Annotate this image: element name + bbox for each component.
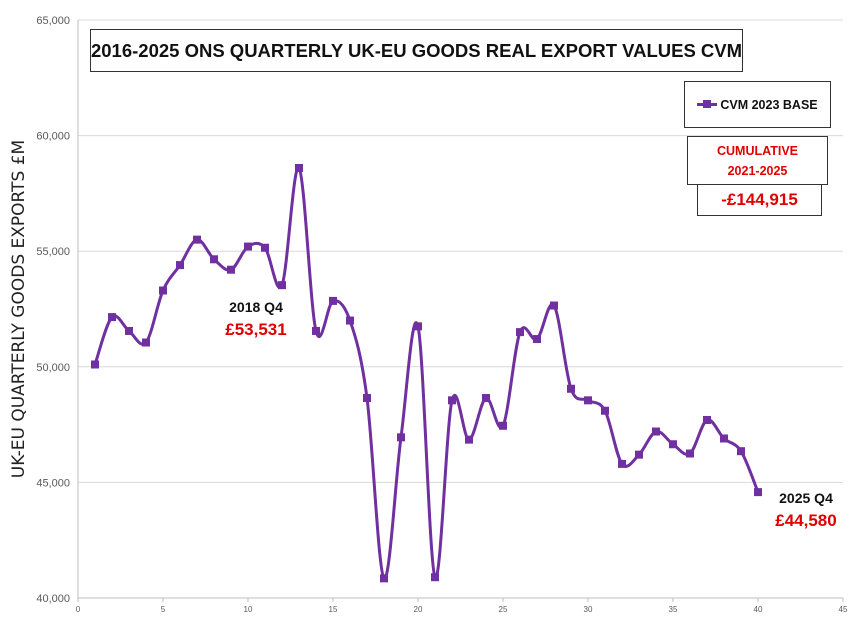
data-point-marker bbox=[482, 394, 490, 403]
data-point-marker bbox=[295, 163, 303, 172]
x-tick-labels: 0 5 10 15 20 25 30 35 40 45 bbox=[76, 605, 848, 614]
data-point-marker bbox=[550, 301, 558, 310]
data-point-marker bbox=[414, 322, 422, 331]
data-point-marker bbox=[618, 459, 626, 468]
y-tick-label: 45,000 bbox=[36, 477, 70, 489]
cumulative-value-box: -£144,915 bbox=[697, 184, 822, 216]
data-point-marker bbox=[244, 242, 252, 251]
data-point-marker bbox=[652, 427, 660, 436]
data-point-marker bbox=[431, 573, 439, 582]
x-tick-label: 40 bbox=[754, 605, 763, 614]
data-point-marker bbox=[125, 326, 133, 335]
data-point-marker bbox=[193, 235, 201, 244]
data-point-marker bbox=[159, 286, 167, 295]
data-point-marker bbox=[312, 326, 320, 335]
data-point-marker bbox=[346, 316, 354, 325]
data-point-marker bbox=[329, 296, 337, 305]
y-tick-label: 40,000 bbox=[36, 593, 70, 605]
chart-title: 2016-2025 ONS QUARTERLY UK-EU GOODS REAL… bbox=[90, 39, 743, 61]
data-point-marker bbox=[499, 421, 507, 430]
annotation-2025-q4-label: 2025 Q4 bbox=[779, 490, 833, 506]
y-tick-label: 60,000 bbox=[36, 131, 70, 143]
legend-label: CVM 2023 BASE bbox=[720, 97, 818, 112]
x-tick-label: 0 bbox=[76, 605, 81, 614]
x-tick-label: 20 bbox=[414, 605, 423, 614]
x-tick-label: 30 bbox=[584, 605, 593, 614]
x-tick-label: 5 bbox=[161, 605, 166, 614]
x-tick-label: 25 bbox=[499, 605, 508, 614]
data-point-marker bbox=[380, 574, 388, 583]
data-point-marker bbox=[227, 265, 235, 274]
data-point-marker bbox=[261, 243, 269, 252]
series-line bbox=[93, 166, 760, 580]
data-point-marker bbox=[397, 433, 405, 442]
y-tick-labels: 40,000 45,000 50,000 55,000 60,000 65,000 bbox=[36, 15, 70, 605]
x-tick-label: 15 bbox=[329, 605, 338, 614]
data-point-marker bbox=[703, 415, 711, 424]
data-point-marker bbox=[669, 440, 677, 449]
data-point-marker bbox=[601, 406, 609, 415]
x-tick-label: 10 bbox=[244, 605, 253, 614]
cumulative-label-line2: 2021-2025 bbox=[727, 163, 788, 178]
cumulative-value: -£144,915 bbox=[721, 190, 798, 209]
data-point-marker bbox=[754, 488, 762, 497]
cumulative-label-line1: CUMULATIVE bbox=[716, 143, 798, 158]
y-tick-label: 55,000 bbox=[36, 246, 70, 258]
annotation-2018-q4-label: 2018 Q4 bbox=[229, 299, 283, 315]
data-point-marker bbox=[686, 449, 694, 458]
data-point-marker bbox=[720, 434, 728, 443]
data-point-marker bbox=[635, 450, 643, 459]
data-point-marker bbox=[448, 396, 456, 405]
data-point-marker bbox=[465, 435, 473, 444]
annotation-2018-q4-value: £53,531 bbox=[225, 320, 287, 339]
annotation-2025-q4-value: £44,580 bbox=[775, 511, 837, 530]
data-point-marker bbox=[142, 338, 150, 347]
legend-marker-icon bbox=[697, 100, 718, 108]
x-tick-label: 35 bbox=[669, 605, 678, 614]
data-point-marker bbox=[567, 384, 575, 393]
legend: CVM 2023 BASE bbox=[684, 81, 831, 128]
data-point-marker bbox=[737, 447, 745, 456]
data-point-marker bbox=[533, 335, 541, 344]
y-axis-label: UK-EU QUARTERLY GOODS EXPORTS £M bbox=[9, 140, 29, 478]
data-point-marker bbox=[176, 261, 184, 270]
data-point-marker bbox=[210, 255, 218, 264]
x-tick-label: 45 bbox=[839, 605, 848, 614]
series-cvm-2023-base bbox=[91, 163, 762, 583]
annotation-2018-q4: 2018 Q4 £53,531 bbox=[206, 299, 306, 340]
cumulative-label-box: CUMULATIVE 2021-2025 bbox=[687, 136, 828, 185]
annotation-2025-q4: 2025 Q4 £44,580 bbox=[756, 490, 853, 531]
chart-title-box: 2016-2025 ONS QUARTERLY UK-EU GOODS REAL… bbox=[90, 29, 743, 72]
y-tick-label: 65,000 bbox=[36, 15, 70, 27]
data-point-marker bbox=[278, 281, 286, 290]
data-point-marker bbox=[108, 313, 116, 322]
data-point-marker bbox=[91, 360, 99, 369]
data-point-marker bbox=[584, 396, 592, 405]
data-point-marker bbox=[363, 394, 371, 403]
y-tick-label: 50,000 bbox=[36, 362, 70, 374]
data-point-marker bbox=[516, 328, 524, 337]
axes bbox=[77, 20, 844, 602]
